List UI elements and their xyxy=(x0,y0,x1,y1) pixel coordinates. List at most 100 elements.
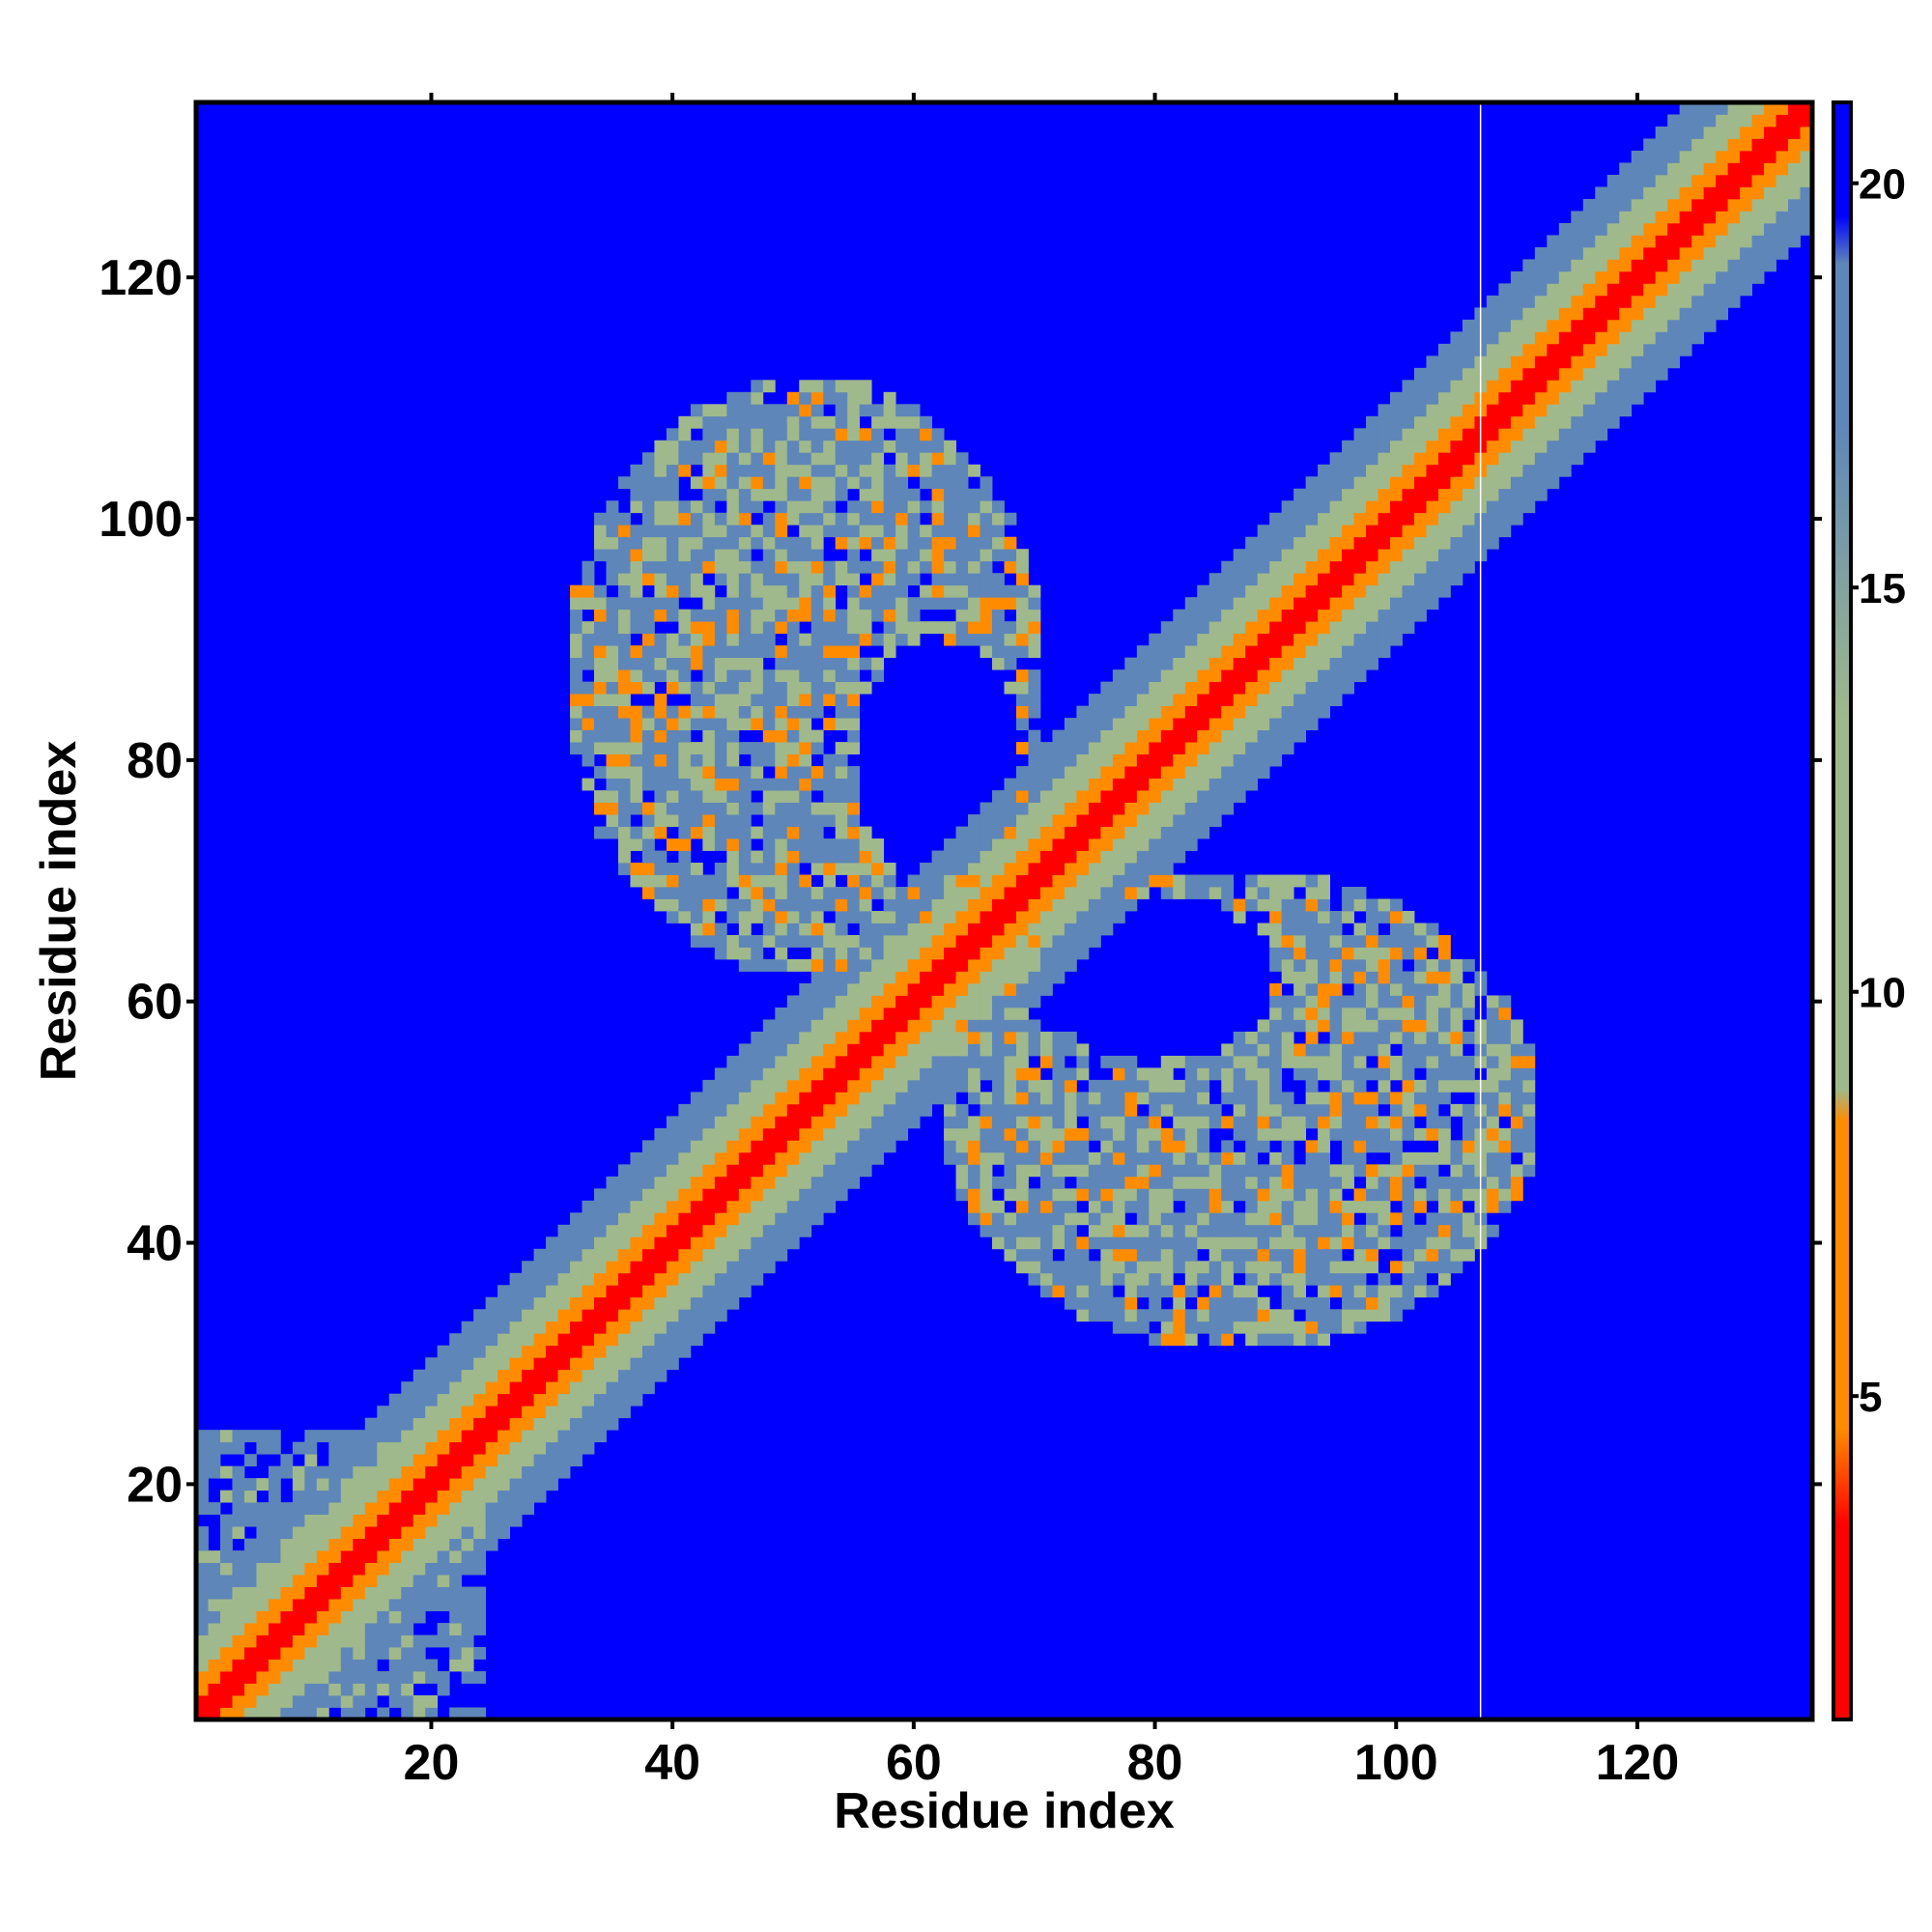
heatmap-cell xyxy=(762,729,776,743)
heatmap-cell xyxy=(702,887,716,899)
heatmap-cell xyxy=(1004,584,1017,598)
heatmap-cell xyxy=(1353,1103,1367,1117)
heatmap-cell xyxy=(1293,911,1307,923)
heatmap-cell xyxy=(1257,1261,1270,1274)
heatmap-cell xyxy=(1281,705,1294,719)
heatmap-cell xyxy=(702,440,716,453)
heatmap-cell xyxy=(1015,1127,1029,1141)
heatmap-cell xyxy=(907,512,921,526)
heatmap-cell xyxy=(738,440,752,453)
heatmap-cell xyxy=(1124,1067,1138,1081)
heatmap-cell xyxy=(1353,633,1367,646)
heatmap-cell xyxy=(1305,1200,1319,1213)
heatmap-cell xyxy=(1088,1236,1101,1250)
heatmap-cell xyxy=(1366,1236,1378,1250)
heatmap-cell xyxy=(1426,1116,1439,1129)
heatmap-cell xyxy=(654,898,668,912)
heatmap-cell xyxy=(931,995,945,1009)
heatmap-cell xyxy=(1281,1272,1294,1286)
heatmap-cell xyxy=(497,1369,511,1382)
heatmap-cell xyxy=(775,1188,788,1202)
heatmap-cell xyxy=(751,488,764,501)
heatmap-cell xyxy=(1498,1055,1512,1068)
heatmap-cell xyxy=(762,512,776,526)
heatmap-cell xyxy=(654,464,668,477)
heatmap-cell xyxy=(920,958,932,972)
heatmap-cell xyxy=(557,1454,571,1467)
heatmap-cell xyxy=(268,1441,281,1455)
heatmap-cell xyxy=(606,536,619,550)
heatmap-cell xyxy=(666,525,679,538)
heatmap-cell xyxy=(316,1659,329,1672)
heatmap-cell xyxy=(594,729,607,743)
heatmap-cell xyxy=(786,802,800,815)
heatmap-cell xyxy=(799,1019,812,1033)
heatmap-cell xyxy=(678,826,692,839)
heatmap-cell xyxy=(1534,476,1548,490)
heatmap-cell xyxy=(931,887,945,899)
heatmap-cell xyxy=(582,1321,595,1334)
heatmap-cell xyxy=(931,958,945,972)
heatmap-cell xyxy=(786,597,800,611)
heatmap-cell xyxy=(1149,778,1162,791)
heatmap-cell xyxy=(666,1164,679,1178)
heatmap-cell xyxy=(232,1707,245,1720)
heatmap-cell xyxy=(1462,1031,1475,1044)
heatmap-cell xyxy=(678,814,692,827)
heatmap-cell xyxy=(1184,874,1198,888)
heatmap-cell xyxy=(1015,838,1029,851)
heatmap-cell xyxy=(1426,512,1439,526)
heatmap-cell xyxy=(1329,1116,1343,1129)
heatmap-cell xyxy=(786,874,800,888)
heatmap-cell xyxy=(509,1406,523,1419)
heatmap-cell xyxy=(992,898,1005,912)
heatmap-cell xyxy=(847,947,861,960)
heatmap-cell xyxy=(1257,560,1270,574)
heatmap-cell xyxy=(1184,1285,1198,1298)
heatmap-cell xyxy=(1257,1200,1270,1213)
heatmap-cell xyxy=(1257,1272,1270,1286)
heatmap-cell xyxy=(641,500,655,514)
heatmap-cell xyxy=(835,1019,848,1033)
heatmap-cell xyxy=(1498,319,1512,332)
heatmap-cell xyxy=(1366,536,1378,550)
heatmap-cell xyxy=(944,863,956,875)
heatmap-cell xyxy=(1173,826,1186,839)
heatmap-cell xyxy=(630,584,643,598)
heatmap-cell xyxy=(847,814,861,827)
heatmap-cell xyxy=(1293,1019,1307,1033)
heatmap-cell xyxy=(243,1538,257,1551)
heatmap-cell xyxy=(1245,560,1259,574)
heatmap-cell xyxy=(883,1092,896,1105)
heatmap-cell xyxy=(799,549,812,562)
heatmap-cell xyxy=(1076,1127,1090,1141)
heatmap-cell xyxy=(449,1381,463,1395)
heatmap-cell xyxy=(726,597,740,611)
heatmap-cell xyxy=(944,452,956,466)
heatmap-cell xyxy=(219,1695,233,1708)
heatmap-cell xyxy=(751,742,764,754)
heatmap-cell xyxy=(641,536,655,550)
heatmap-cell xyxy=(895,476,909,490)
heatmap-cell xyxy=(1498,331,1512,345)
heatmap-cell xyxy=(280,1538,294,1551)
heatmap-cell xyxy=(328,1478,342,1492)
heatmap-cell xyxy=(1402,573,1415,586)
heatmap-cell xyxy=(1498,452,1512,466)
heatmap-cell xyxy=(594,1261,607,1274)
heatmap-cell xyxy=(1643,343,1657,356)
heatmap-cell xyxy=(1173,1333,1186,1347)
heatmap-cell xyxy=(738,911,752,923)
heatmap-cell xyxy=(775,1248,788,1262)
heatmap-cell xyxy=(606,1417,619,1431)
heatmap-cell xyxy=(1486,1007,1499,1020)
heatmap-cell xyxy=(1342,934,1354,948)
heatmap-cell xyxy=(835,838,848,851)
heatmap-cell xyxy=(594,1345,607,1358)
heatmap-cell xyxy=(353,1610,366,1624)
heatmap-cell xyxy=(738,1043,752,1057)
heatmap-cell xyxy=(1269,1333,1283,1347)
heatmap-cell xyxy=(1329,1019,1343,1033)
heatmap-cell xyxy=(968,1200,980,1213)
heatmap-cell xyxy=(895,982,909,996)
